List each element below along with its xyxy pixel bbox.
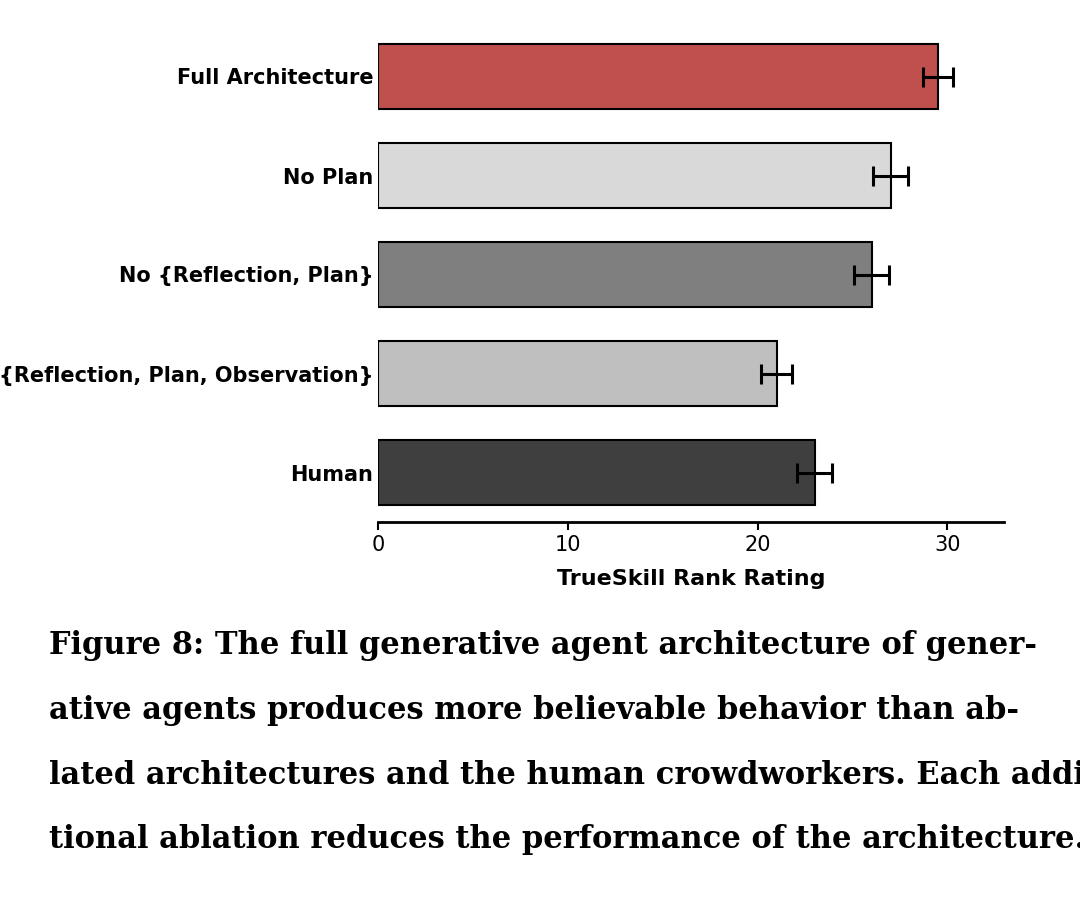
Bar xyxy=(378,143,891,208)
Bar xyxy=(378,341,777,406)
Bar xyxy=(378,44,937,109)
Text: tional ablation reduces the performance of the architecture.: tional ablation reduces the performance … xyxy=(49,824,1080,855)
Text: lated architectures and the human crowdworkers. Each addi-: lated architectures and the human crowdw… xyxy=(49,760,1080,790)
Text: Figure 8: The full generative agent architecture of gener-: Figure 8: The full generative agent arch… xyxy=(49,630,1037,661)
Bar xyxy=(378,242,872,307)
X-axis label: TrueSkill Rank Rating: TrueSkill Rank Rating xyxy=(557,569,825,590)
Bar xyxy=(378,440,814,505)
Text: ative agents produces more believable behavior than ab-: ative agents produces more believable be… xyxy=(49,695,1018,725)
